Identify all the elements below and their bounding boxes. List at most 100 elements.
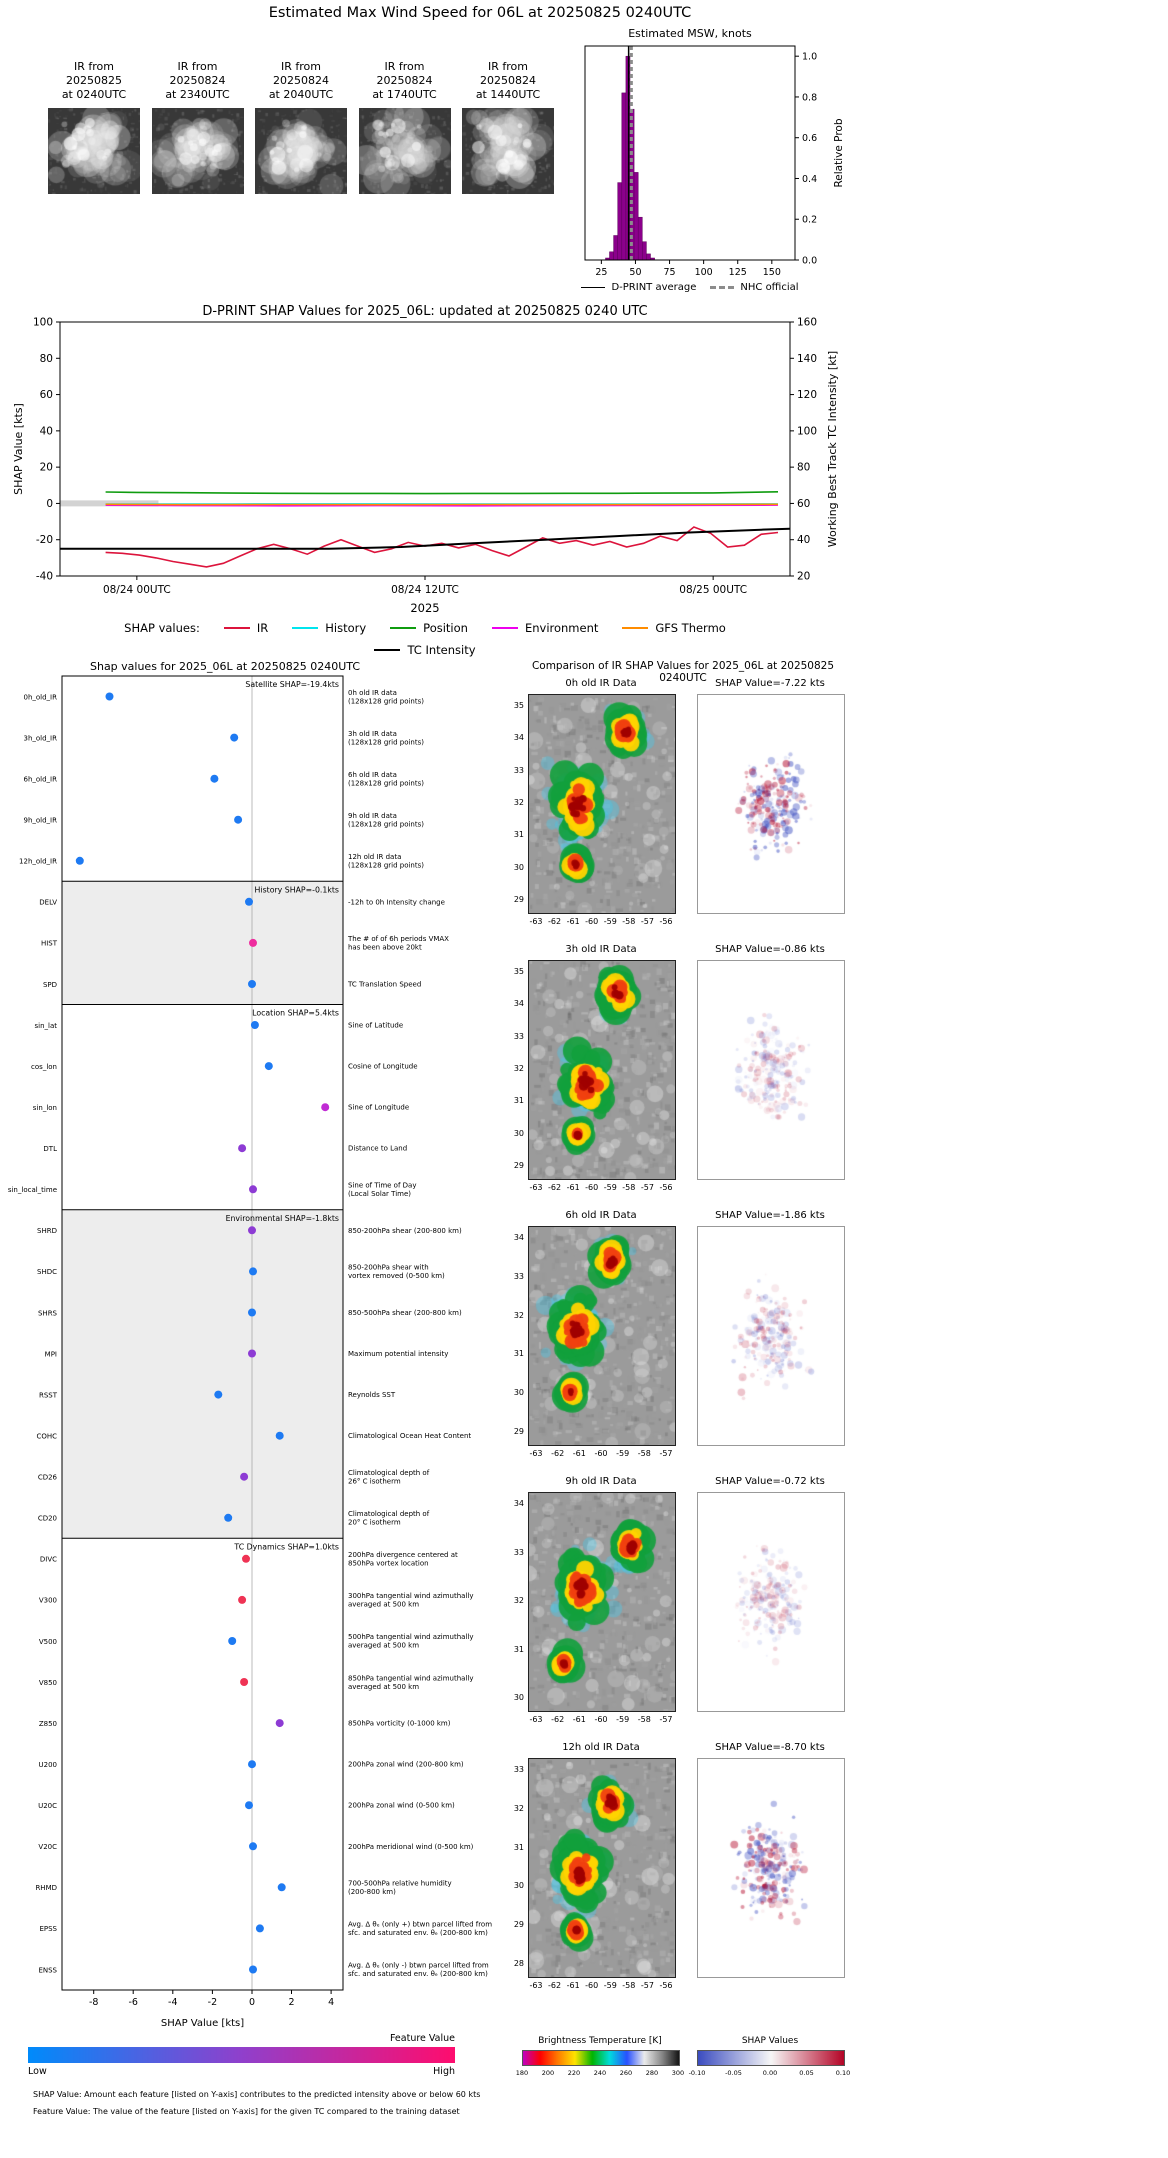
y-tick-label: 20 [797,571,810,583]
feature-shap-dot [321,1103,330,1112]
series-line-IR [105,526,779,568]
feature-name: CD20 [38,1515,57,1523]
lat-tick-label: 31 [513,1644,524,1654]
lon-tick-label: -63 [529,1715,543,1724]
feature-shap-dot [238,1144,247,1153]
shap-map-image [697,1758,845,1978]
shap-values-colorbar [697,2050,845,2066]
lat-tick-label: 31 [513,830,524,840]
figure-title: Estimated Max Wind Speed for 06L at 2025… [268,5,692,21]
bt-tick-label: 200 [541,2069,555,2077]
histogram-bar [621,92,627,261]
histogram-bar [642,241,647,261]
shap-bar-tick-label: 0.10 [835,2069,851,2077]
lat-tick-label: 34 [513,999,524,1009]
feature-desc: 12h old IR data [348,853,401,861]
histogram-frame [584,45,796,261]
ir-thumb-label: IR from 20250824 at 1440UTC [475,60,541,102]
lat-tick-label: 33 [513,1547,524,1557]
bt-tick-label: 220 [567,2069,581,2077]
legend-prefix: SHAP values: [124,621,200,635]
y-tick-label: 80 [797,462,810,474]
footnote-feature-value: Feature Value: The value of the feature … [33,2107,460,2116]
shap-map-image [697,960,845,1180]
feature-shap-dot [248,980,256,988]
x-tick-label: 100 [695,267,713,278]
ir-panel-title: 9h old IR Data [565,1476,637,1487]
x-tick-label: -4 [168,1997,177,2008]
legend-item: Position [390,621,468,635]
lon-tick-label: -61 [566,917,580,926]
shap-bar-tick-label: -0.05 [725,2069,742,2077]
group-band [62,676,343,882]
feature-shap-dot [230,733,239,742]
feature-shap-dot [224,1513,233,1522]
feature-shap-dot [249,1965,257,1974]
shap-map-image [697,1226,845,1446]
feature-desc: 3h old IR data [348,730,397,738]
lat-tick-label: 30 [513,1881,524,1891]
histogram-bar [633,172,639,261]
y-tick-label: 60 [40,389,53,401]
y-tick-label: 40 [797,534,810,546]
lat-tick-label: 29 [513,1161,524,1170]
shap-bar-tick-label: -0.10 [688,2069,706,2077]
feature-name: 12h_old_IR [19,858,57,866]
lat-tick-label: 30 [513,1388,524,1398]
feature-name: COHC [36,1433,57,1441]
lat-tick-label: 34 [513,733,524,743]
histogram-title: Estimated MSW, knots [628,27,752,40]
feature-desc: 850hPa tangential wind azimuthally [348,1674,473,1682]
ir-thumbnail-image [48,108,140,194]
y-tick-label: 20 [40,462,53,474]
feature-shap-dot [249,1185,257,1194]
feature-value-colorbar [28,2047,455,2063]
ir-panel-title: 6h old IR Data [565,1210,637,1221]
lat-tick-label: 33 [513,1031,524,1041]
series-line-Position [105,491,779,495]
feature-shap-dot [255,1924,264,1933]
feature-shap-dot [248,1760,256,1769]
feature-desc: 9h old IR data [348,812,397,820]
feature-shap-dot [248,1226,256,1235]
legend-swatch [390,627,417,629]
histogram-ylabel: Relative Prob [833,118,845,188]
feature-shap-dot [277,1883,286,1892]
legend-swatch [622,627,649,629]
feature-name: 6h_old_IR [24,776,58,784]
feature-name: 9h_old_IR [24,817,58,825]
feature-desc: Climatological Ocean Heat Content [348,1432,471,1440]
feature-name: 0h_old_IR [24,693,58,701]
feature-desc: Reynolds SST [348,1391,396,1399]
bt-tick-label: 280 [645,2069,659,2077]
x-tick-label: 125 [729,267,747,278]
histogram-bar [613,235,618,261]
lon-tick-label: -62 [551,1449,565,1458]
lon-tick-label: -63 [529,1981,543,1990]
legend-swatch [491,627,518,629]
lat-tick-label: 29 [513,1427,524,1436]
shap-panel-title: SHAP Value=-8.70 kts [715,1742,825,1753]
y-tick-label: 140 [797,353,817,365]
feature-desc: 6h old IR data [348,771,397,779]
lat-tick-label: 32 [513,1803,524,1813]
ir-data-image [528,1758,676,1978]
lon-tick-label: -60 [585,1981,599,1990]
timeseries-xlabel: 2025 [410,601,440,615]
y-tick-label: -40 [36,571,53,583]
feature-shap-dot [264,1062,273,1071]
shap-panel-title: SHAP Value=-1.86 kts [715,1210,825,1221]
lat-tick-label: 30 [513,1693,524,1702]
feature-desc: 850hPa vortex location [348,1560,429,1568]
lat-tick-label: 30 [513,862,524,872]
x-tick-label: 08/24 12UTC [391,584,459,596]
feature-shap-dot [240,1678,249,1686]
legend-swatch [710,286,735,289]
timeseries-legend-row2: TC Intensity [0,643,850,657]
feature-desc: Maximum potential intensity [348,1350,448,1358]
lon-tick-label: -58 [622,1981,636,1990]
feature-shap-dot [249,938,257,947]
histogram-bar [617,182,623,261]
feature-desc: 200hPa meridional wind (0-500 km) [348,1843,474,1851]
feature-desc: -12h to 0h Intensity change [348,898,445,906]
